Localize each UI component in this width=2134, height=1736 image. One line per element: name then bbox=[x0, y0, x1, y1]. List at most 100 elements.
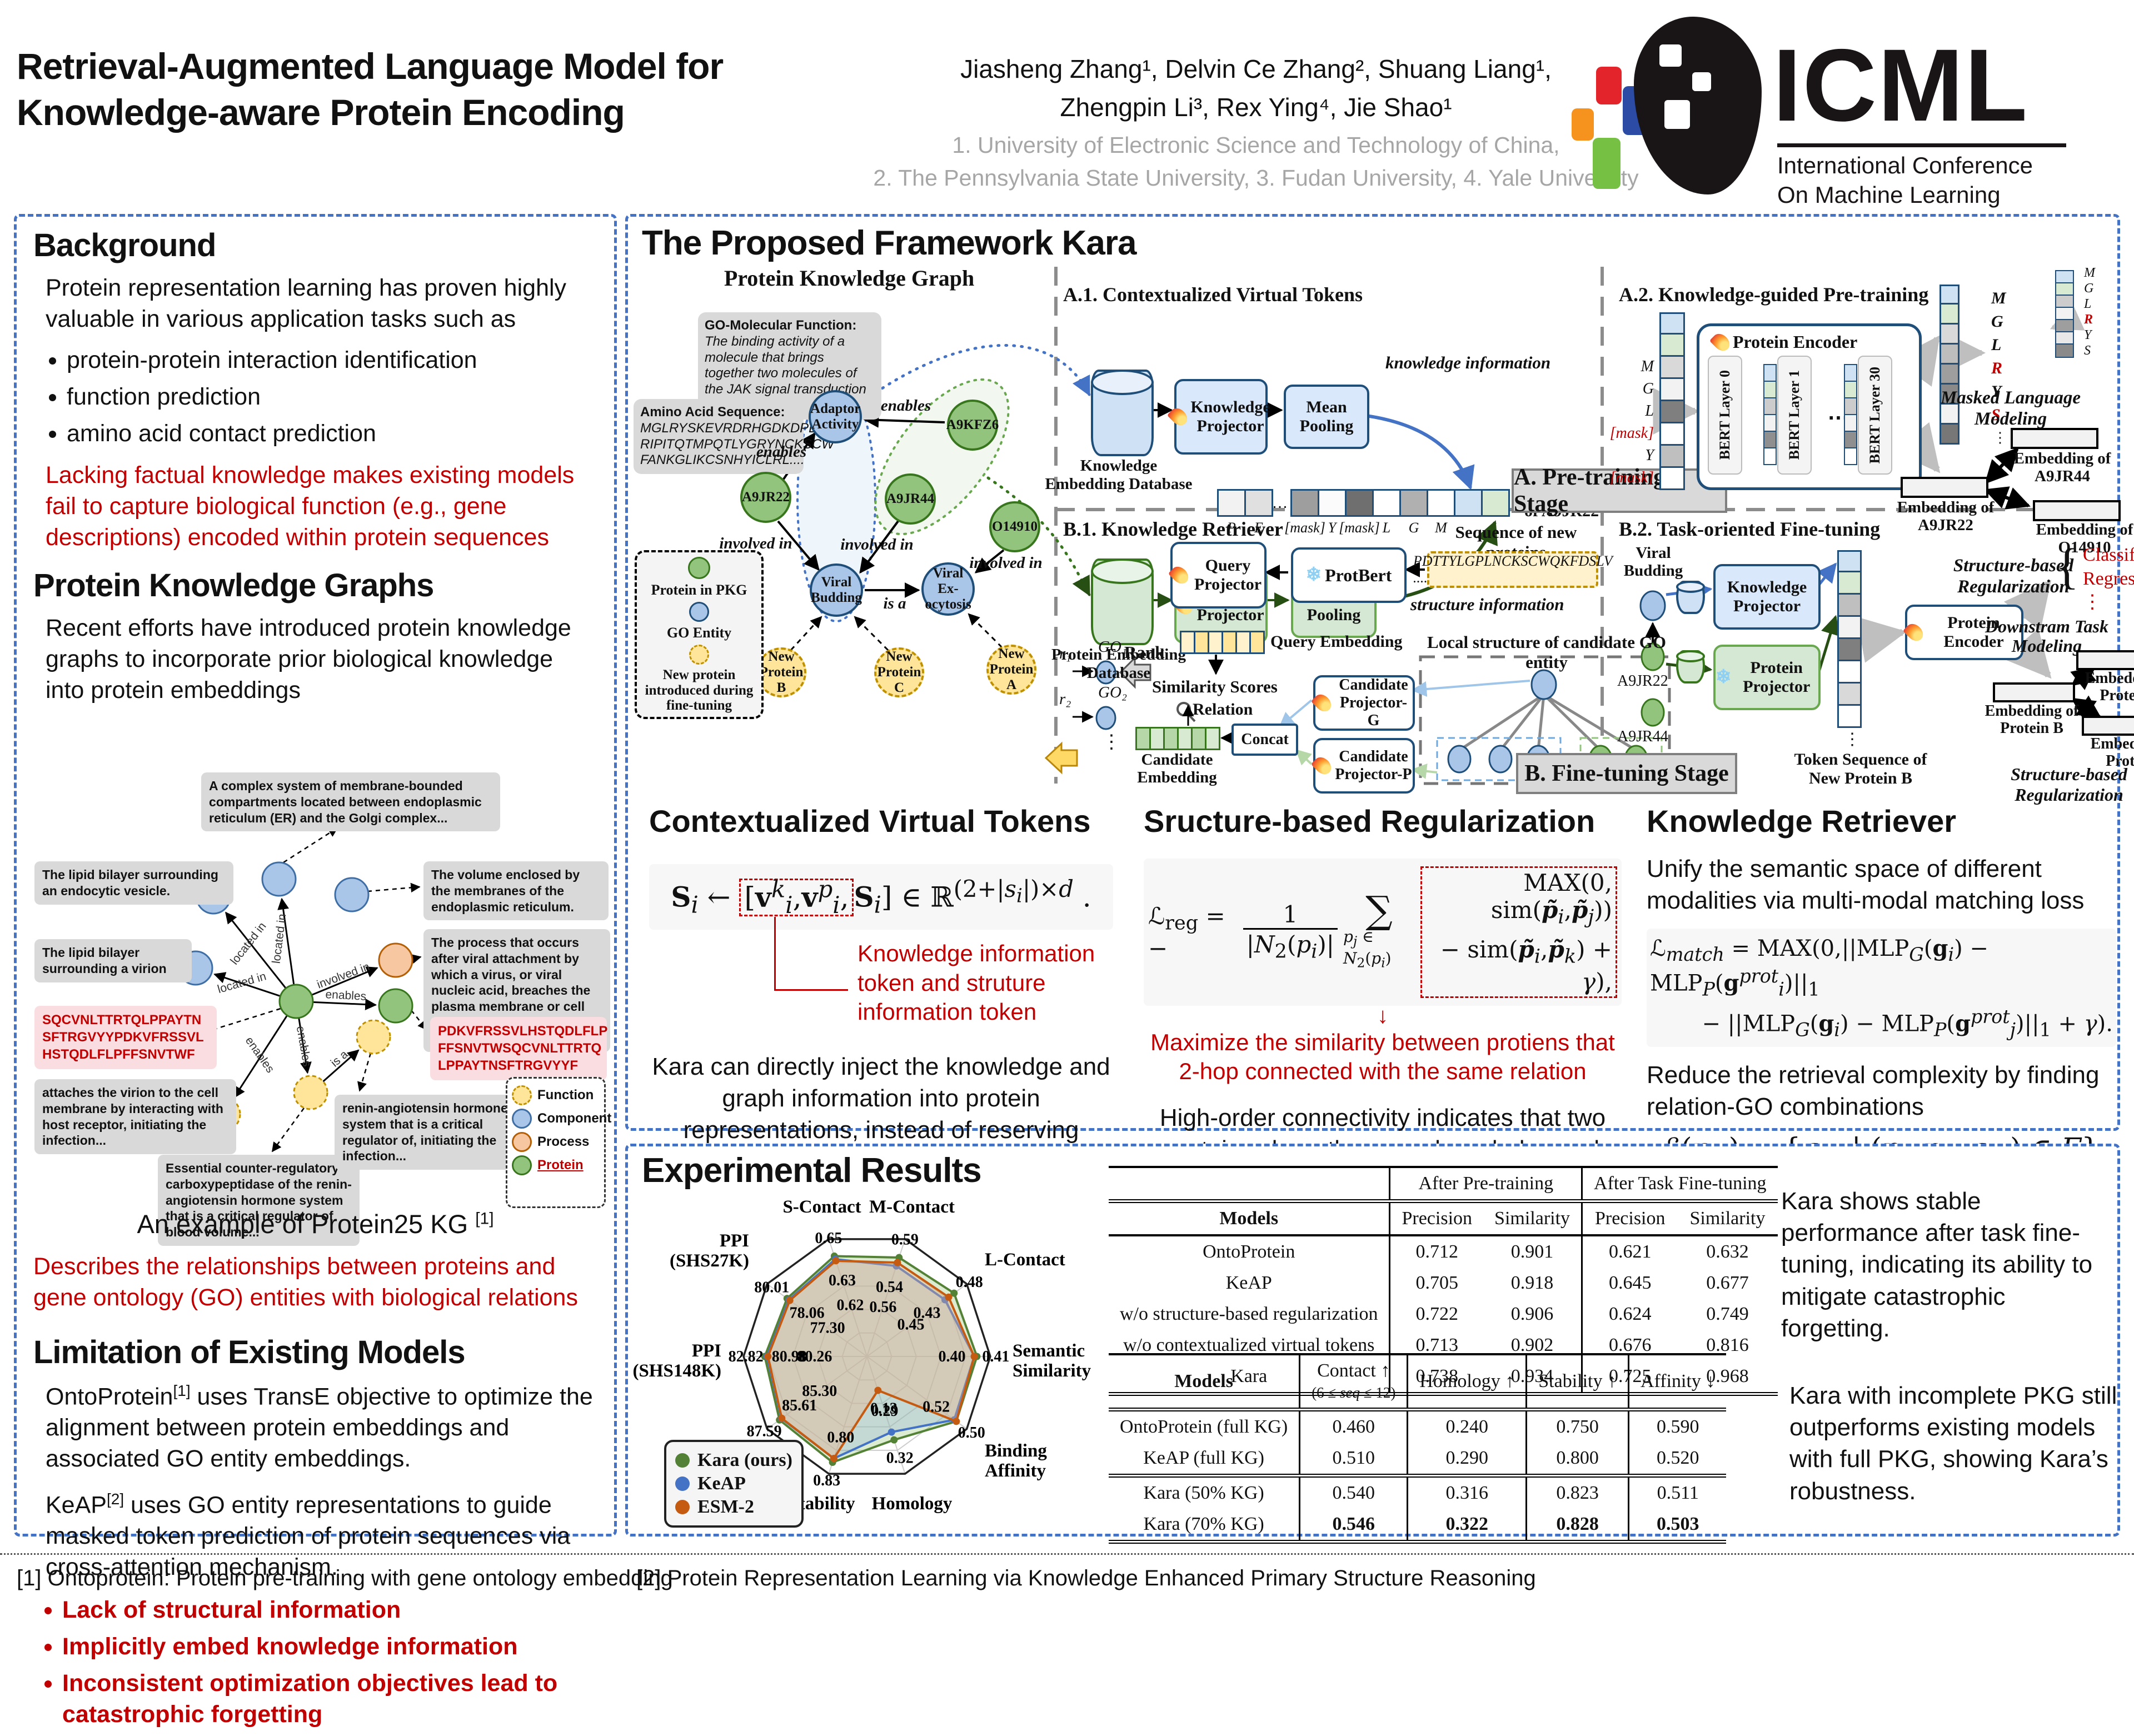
table2-cell: 0.316 bbox=[1407, 1475, 1527, 1509]
a2-input-label: G bbox=[1642, 380, 1654, 397]
knowledge-db-icon bbox=[1091, 370, 1154, 456]
icml-logo: ICML International Conference On Machine… bbox=[1550, 11, 2117, 208]
a2-mini-cell bbox=[1763, 431, 1777, 448]
radar-value-label: 0.40 bbox=[939, 1348, 966, 1365]
radar-value-label: 0.32 bbox=[886, 1449, 914, 1466]
radar-axis-label: L-Contact bbox=[985, 1250, 1065, 1270]
b1-candidate-projector-g: Candidate Projector-G bbox=[1310, 675, 1415, 731]
background-warning: Lacking factual knowledge makes existing… bbox=[46, 462, 575, 551]
kg-edge-label: involved in bbox=[315, 960, 371, 991]
table2-model: Kara (70% KG) bbox=[1143, 1514, 1264, 1534]
table1-cell: 0.918 bbox=[1510, 1273, 1554, 1293]
a2-mini-cell bbox=[1763, 381, 1777, 398]
a2-mini-cell bbox=[1844, 414, 1857, 432]
a2-corner-letter: G bbox=[2084, 281, 2094, 296]
results-note-1: Kara shows stable performance after task… bbox=[1781, 1188, 2093, 1342]
candidate-embedding-cell bbox=[1135, 727, 1151, 750]
token-cell bbox=[1454, 489, 1483, 517]
a2-sbr-label: Structure-based Regularization bbox=[1953, 556, 2074, 597]
a2-input-label: Y bbox=[1645, 447, 1654, 464]
kg-description-box: Essential counter-regulatory carboxypept… bbox=[158, 1155, 360, 1246]
sbr-arrow-down: ↓ bbox=[1377, 1003, 1388, 1028]
radar-axis-label: M-Contact bbox=[869, 1197, 955, 1217]
a2-emb44-bar bbox=[2011, 428, 2098, 449]
kg-legend-row: Protein bbox=[512, 1155, 600, 1175]
kr-para1: Unify the semantic space of different mo… bbox=[1647, 855, 2085, 915]
a2-corner-letter: L bbox=[2084, 297, 2092, 311]
table1-cell: 0.722 bbox=[1389, 1299, 1484, 1330]
a2-mini-cell bbox=[1844, 381, 1857, 398]
a1-knowledge-info: knowledge information bbox=[1385, 353, 1551, 372]
kg-caption-ref: [1] bbox=[475, 1209, 494, 1228]
b1-go1-label: GO₁ bbox=[1098, 638, 1127, 656]
snowflake-icon: ❄ bbox=[1305, 565, 1322, 586]
a2-input-cell bbox=[1659, 446, 1685, 468]
radar-value-label: 80.98 bbox=[772, 1348, 807, 1365]
a2-corner-letter: Y bbox=[2084, 328, 2092, 342]
a2-input-label: [mask] bbox=[1609, 425, 1654, 442]
b2-protein-projector: ❄ Protein Projector bbox=[1713, 645, 1821, 710]
b2-p44-label: A9JR44 bbox=[1617, 728, 1668, 745]
b2-token-cell bbox=[1837, 595, 1862, 617]
table1-header-row: Models Precision Similarity Precision Simi… bbox=[1109, 1201, 1778, 1235]
b2-vb-label: Viral Budding bbox=[1623, 544, 1683, 580]
kg-edge-label: is a bbox=[328, 1047, 351, 1069]
a2-mini-cell bbox=[1844, 364, 1857, 382]
radar-axis-label: Homology bbox=[872, 1494, 953, 1514]
logo-head-pixel1 bbox=[1659, 44, 1682, 67]
token-label: E bbox=[1254, 520, 1263, 536]
table1-cell: 0.816 bbox=[1706, 1335, 1749, 1355]
b1-title: B.1. Knowledge Retriever bbox=[1063, 518, 1283, 540]
b2-p22-label: A9JR22 bbox=[1617, 672, 1668, 690]
kr-para2: Reduce the retrieval complexity by findi… bbox=[1647, 1061, 2100, 1121]
b2-knowledge-projector: Knowledge Projector bbox=[1713, 564, 1821, 630]
a2-output-cell bbox=[1939, 305, 1960, 325]
radar-legend: Kara (ours) KeAP ESM-2 bbox=[664, 1440, 804, 1528]
radar-value-label: 78.06 bbox=[790, 1305, 825, 1322]
limitations-bullets: Lack of structural information Implicitl… bbox=[33, 1589, 624, 1736]
stage-a-label: A. Pre-training Stage bbox=[1512, 465, 1727, 517]
authors-line2: Zhengpin Li³, Rex Ying⁴, Jie Shao¹ bbox=[1060, 93, 1452, 122]
sbr-formula-sum: ∑ pj ∈ N2(pi) bbox=[1343, 889, 1393, 971]
b2-classification: Classification bbox=[2083, 545, 2134, 565]
results-panel: Experimental Results 0.65 0.59 0.48 0.41 0.5… bbox=[625, 1144, 2120, 1542]
b2-pdb-icon bbox=[1676, 650, 1705, 684]
ref-sup: [2] bbox=[106, 1490, 124, 1508]
a2-input-cell bbox=[1659, 423, 1685, 446]
b2-token-cell bbox=[1837, 617, 1862, 639]
radar-axis-label: Binding bbox=[985, 1441, 1047, 1461]
table2-cell: 0.503 bbox=[1628, 1509, 1727, 1542]
kg-legend-dot bbox=[512, 1132, 532, 1152]
b2-brace: { bbox=[2055, 539, 2080, 594]
b1-candidate-embedding-label: Candidate Embedding bbox=[1137, 751, 1217, 786]
a2-mini-cell bbox=[1844, 447, 1857, 465]
results-table-1: After Pre-training After Task Fine-tunin… bbox=[1109, 1166, 1778, 1396]
kr-formula1: ℒmatch = MAX(0,||MLPG(gi) − MLPP(gproti)… bbox=[1647, 929, 2116, 1047]
kg-description-box: A complex system of membrane-bounded com… bbox=[201, 772, 500, 832]
radar-legend-dot bbox=[675, 1500, 690, 1514]
a1-structure-info: structure information bbox=[1410, 595, 1564, 614]
token-label: G bbox=[1408, 520, 1419, 536]
fire-icon bbox=[1310, 691, 1335, 715]
radar-value-label: 0.48 bbox=[956, 1274, 983, 1291]
table1-col: Precision bbox=[1581, 1201, 1678, 1235]
fw-node-viral_budding: Viral Budding bbox=[810, 563, 863, 617]
background-intro: Protein representation learning has prov… bbox=[46, 275, 567, 332]
logo-head-icon bbox=[1634, 17, 1762, 194]
background-heading: Background bbox=[33, 227, 216, 263]
a1-mean-pooling: Mean Pooling bbox=[1284, 385, 1369, 449]
token-label: P bbox=[1227, 520, 1236, 536]
kg-legend-row: Function bbox=[512, 1085, 600, 1105]
b1-query-embedding-label: Query Embedding bbox=[1270, 632, 1403, 651]
b2-embC-bar bbox=[2076, 650, 2134, 670]
a2-output-letter: G bbox=[1991, 312, 2003, 331]
table2-cell: 0.828 bbox=[1525, 1509, 1629, 1542]
ref-sup: [1] bbox=[173, 1382, 191, 1399]
b2-downstream-label: Downstram Task Modeling bbox=[1985, 616, 2108, 656]
query-embedding-cell bbox=[1235, 631, 1251, 654]
candidate-embedding-cell bbox=[1149, 727, 1165, 750]
background-bullets: protein-protein interaction identificati… bbox=[38, 345, 597, 450]
sbr-annotation: Maximize the similarity between protiens… bbox=[1150, 1029, 1615, 1085]
cvt-annotation: Knowledge information token and struture… bbox=[857, 940, 1095, 1025]
table1-cell: 0.632 bbox=[1706, 1241, 1749, 1262]
